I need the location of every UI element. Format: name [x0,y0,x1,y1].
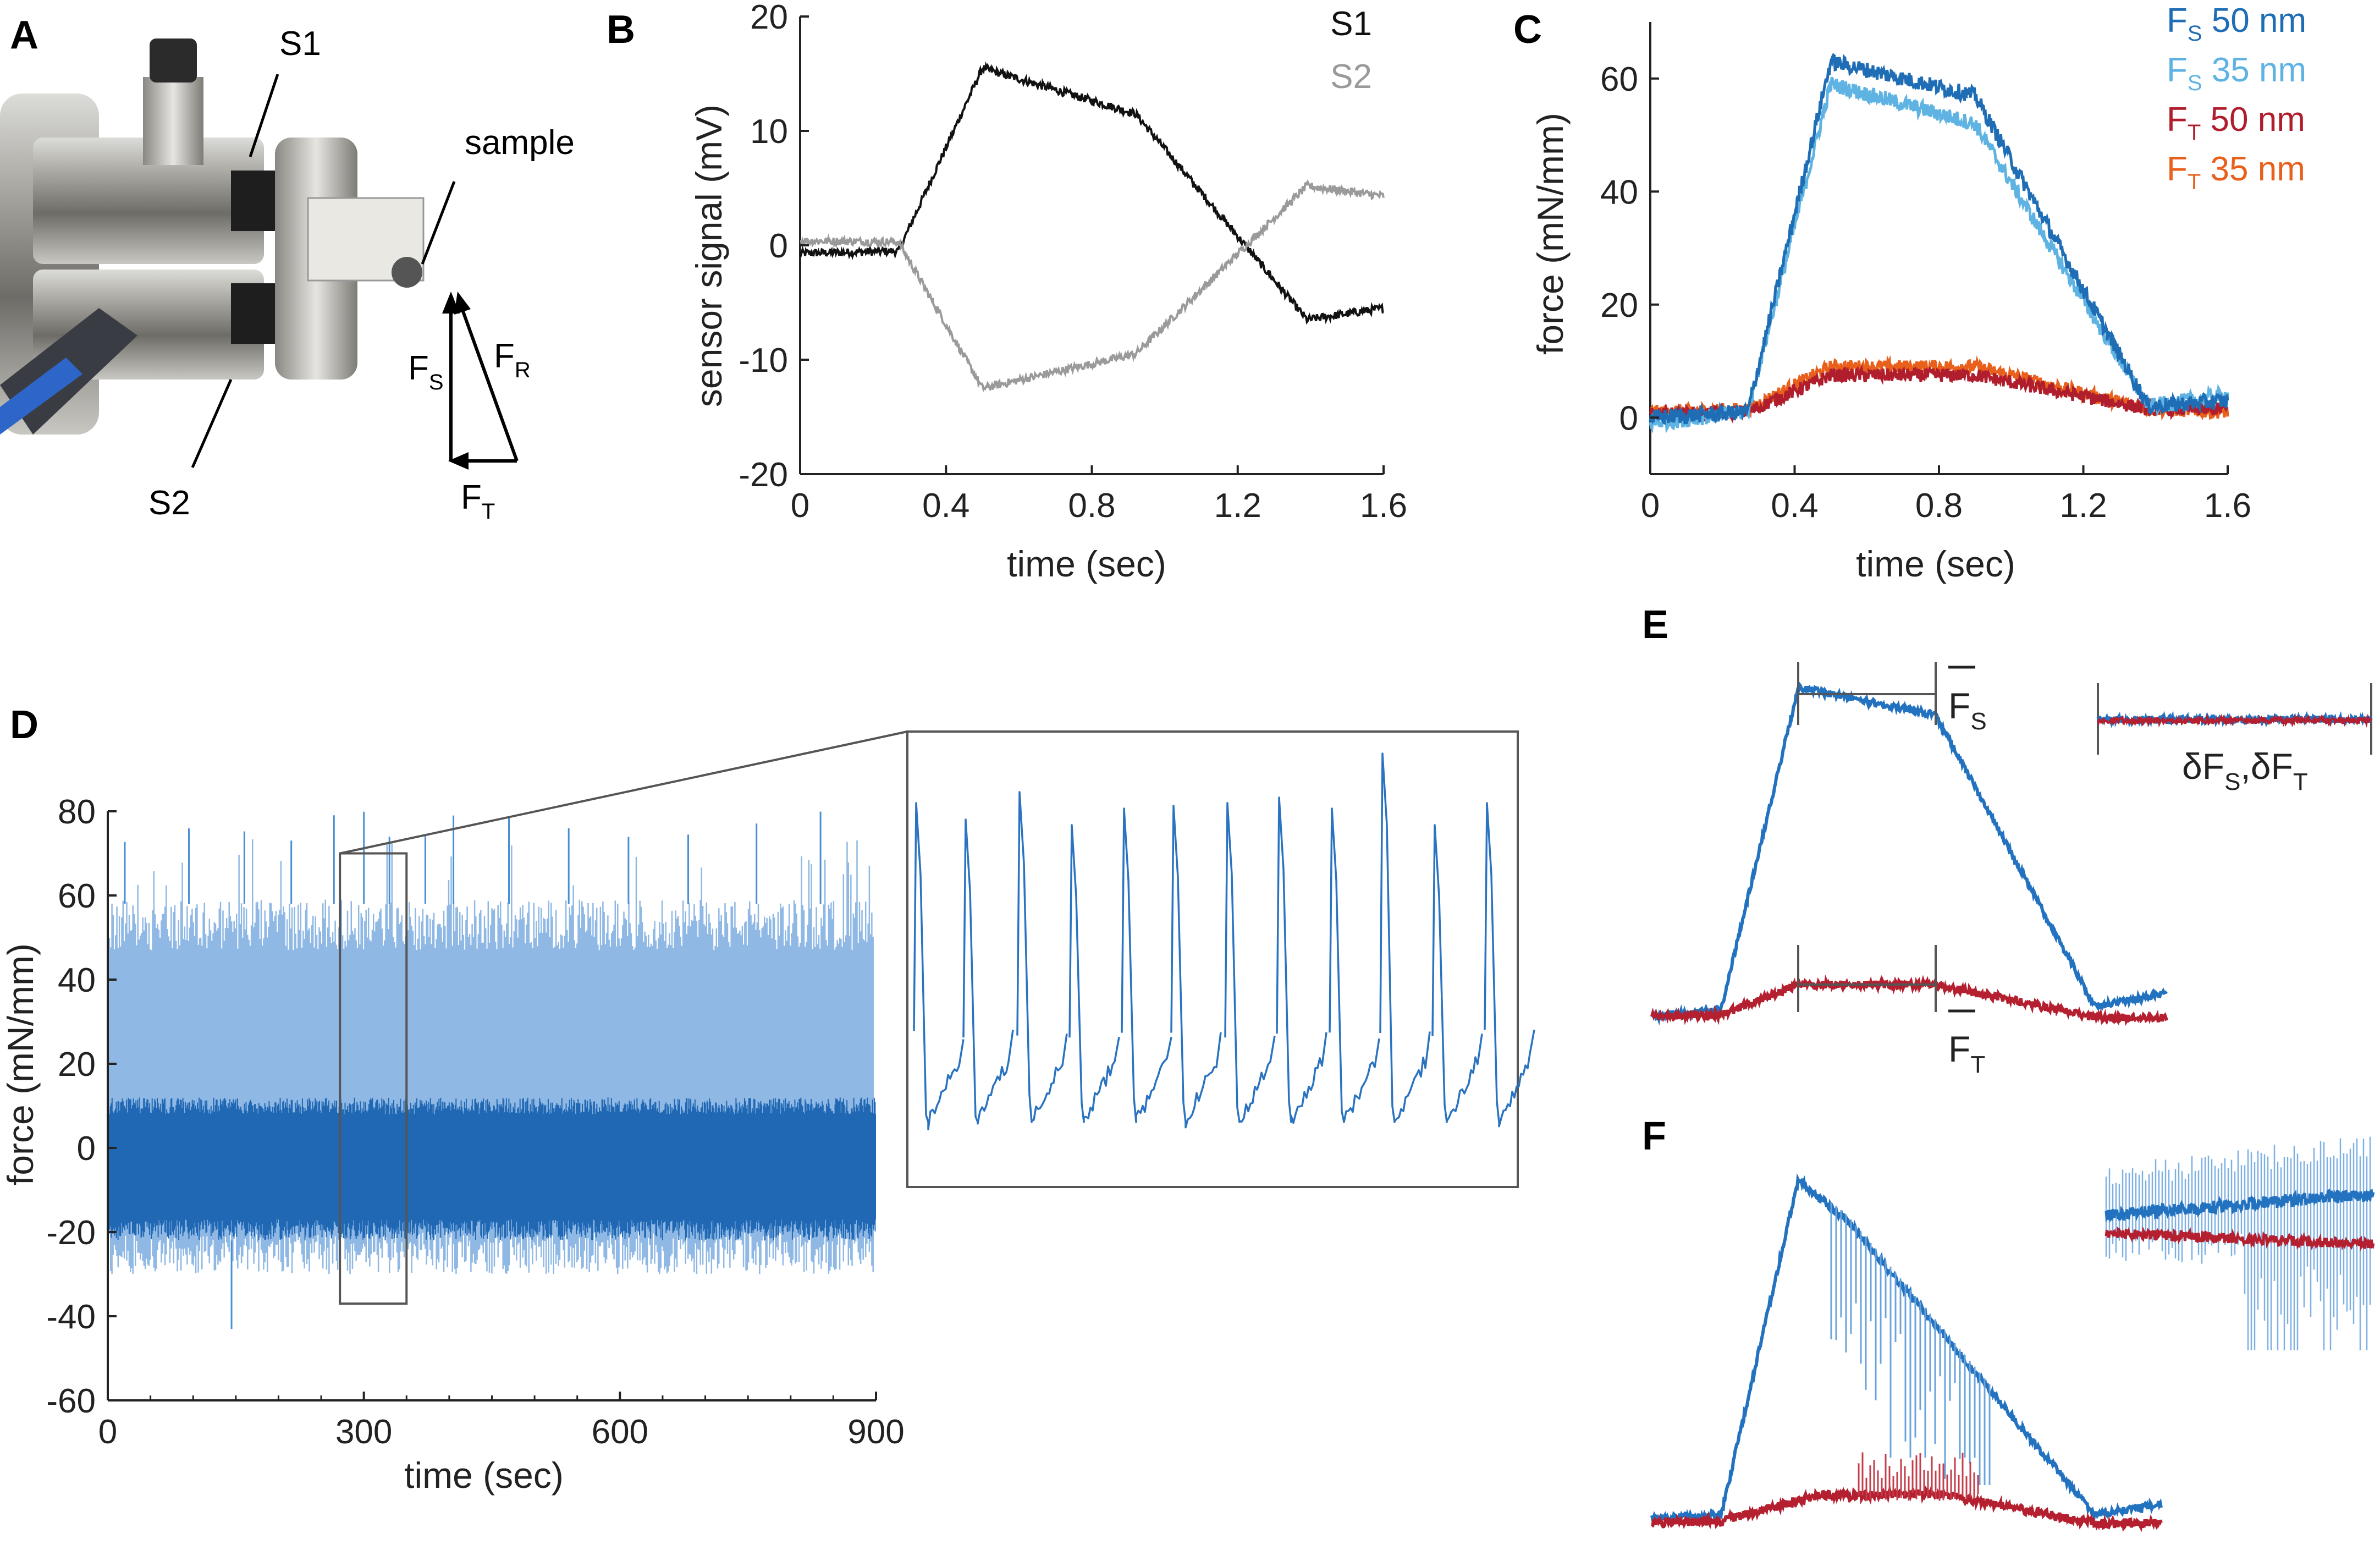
series-s2 [800,179,1385,393]
panel-b-plot [799,17,1385,475]
panel-b-ytick-label: 20 [750,0,788,36]
panel-d-ytick-label: 40 [58,961,96,999]
panel-d-ylabel: force (mN/mm) [0,943,41,1185]
legend-fs-50: FS 50 nm [2167,2,2306,46]
panel-c-xlabel: time (sec) [1856,543,2015,584]
panel-d-xtick-label: 0 [98,1413,117,1451]
svg-text:S2: S2 [148,484,190,522]
fr-vector-label: FR [494,337,531,382]
panel-d-xlabel: time (sec) [404,1455,564,1496]
s2-label: S2 [148,378,233,522]
panel-b-xtick-label: 1.6 [1360,487,1407,525]
series-fs-50 [1649,53,2229,425]
panel-f-letter: F [1642,1114,1666,1158]
panel-d-ytick-label: 20 [58,1046,96,1084]
panel-d-xtick-label: 900 [847,1413,904,1451]
panel-d-ytick-label: 80 [58,793,96,831]
panel-b-ytick-label: 10 [750,113,788,151]
panel-f-ft-spikes [1858,1452,1979,1501]
panel-e-letter: E [1642,603,1668,647]
panel-d-band-noise [107,1097,876,1241]
panel-a-letter: A [10,13,38,57]
panel-f-delta-ft-trace [2104,1226,2375,1251]
s1-label: S1 [249,25,321,157]
panel-f-fs-trace [1650,1173,2163,1526]
legend-ft-50: FT 50 nm [2167,101,2305,145]
ft-vector-label: FT [461,479,495,524]
panel-f: F [1642,1114,2375,1532]
panel-c-ylabel: force (mN/mm) [1530,113,1571,355]
zoom-trace [913,752,1535,1130]
panel-b-xtick-label: 0.4 [922,487,969,525]
panel-b-xtick-label: 1.2 [1214,487,1261,525]
sample-label: sample [421,124,575,265]
panel-b-xtick-label: 0 [791,487,809,525]
panel-a: A S1 S2 sample [0,13,575,524]
panel-e-plot [1650,662,2373,1026]
panel-c-xtick-label: 0.4 [1771,487,1818,525]
panel-c-ticks: 60 40 20 0 0 0.4 0.8 1.2 1.6 [1600,61,2251,525]
panel-d-letter: D [10,703,38,747]
zoom-window-box [339,852,408,1305]
panel-d-ytick-label: -20 [46,1214,96,1252]
panel-d-ytick-label: -60 [46,1382,96,1420]
panel-c-ytick-label: 60 [1600,61,1638,98]
fs-mean-label: FS [1948,685,1987,735]
panel-b-ylabel: sensor signal (mV) [688,105,729,407]
panel-d-large-spikes [124,811,822,1329]
panel-c-ytick-label: 40 [1600,173,1638,211]
panel-b-ytick-label: -20 [739,456,788,494]
panel-d-zoom-inset [339,730,1535,1305]
legend-s1: S1 [1330,5,1372,43]
panel-f-ft-trace [1650,1485,2163,1532]
panel-c-xtick-label: 1.6 [2204,487,2251,525]
panel-d-xtick-label: 600 [592,1413,648,1451]
force-vector-diagram: FS FR FT [408,292,531,524]
panel-b-letter: B [607,8,635,52]
series-s1 [799,61,1384,325]
legend-fs-35: FS 35 nm [2167,51,2306,95]
delta-ft-trace [2097,713,2372,728]
panel-d-ytick-label: 60 [58,877,96,915]
panel-f-plot [1650,1136,2375,1532]
panel-d-ytick-label: 0 [77,1130,96,1168]
svg-text:sample: sample [465,124,575,162]
zoom-connector [339,730,908,855]
panel-d-ytick-label: -40 [46,1298,96,1336]
panel-e-fs-trace [1650,680,2168,1026]
fs-vector-label: FS [408,349,444,394]
panel-c-plot [1649,22,2229,475]
panel-c: C 60 40 20 0 0 0.4 0.8 1.2 1.6 force (mN/mm) tim… [1513,2,2306,584]
panel-c-legend: FS 50 nm FS 35 nm FT 50 nm FT 35 nm [2167,2,2306,194]
sensor-photo [0,39,425,435]
panel-c-xtick-label: 1.2 [2059,487,2107,525]
panel-b-ytick-label: -10 [739,342,788,380]
svg-text:S1: S1 [279,25,321,63]
ft-mean-label: FT [1948,1029,1985,1078]
panel-f-delta-fs-trace [2104,1188,2375,1223]
panel-c-ytick-label: 0 [1619,399,1638,437]
panel-d-xtick-label: 300 [335,1413,392,1451]
panel-c-ytick-label: 20 [1600,287,1638,325]
panel-e: E FS FT δFS,δFT [1642,603,2373,1078]
zoom-inset-box [906,730,1519,1188]
panel-d-plot [107,811,876,1401]
delta-label: δFS,δFT [2182,746,2308,795]
panel-f-dropouts [1830,1202,1991,1485]
panel-c-letter: C [1513,8,1542,52]
panel-c-xtick-label: 0 [1641,487,1660,525]
panel-b-xtick-label: 0.8 [1068,487,1115,525]
panel-b-ytick-label: 0 [769,227,788,265]
legend-ft-35: FT 35 nm [2167,150,2305,194]
legend-s2: S2 [1330,58,1372,96]
panel-b-xlabel: time (sec) [1007,543,1166,584]
panel-c-xtick-label: 0.8 [1915,487,1963,525]
